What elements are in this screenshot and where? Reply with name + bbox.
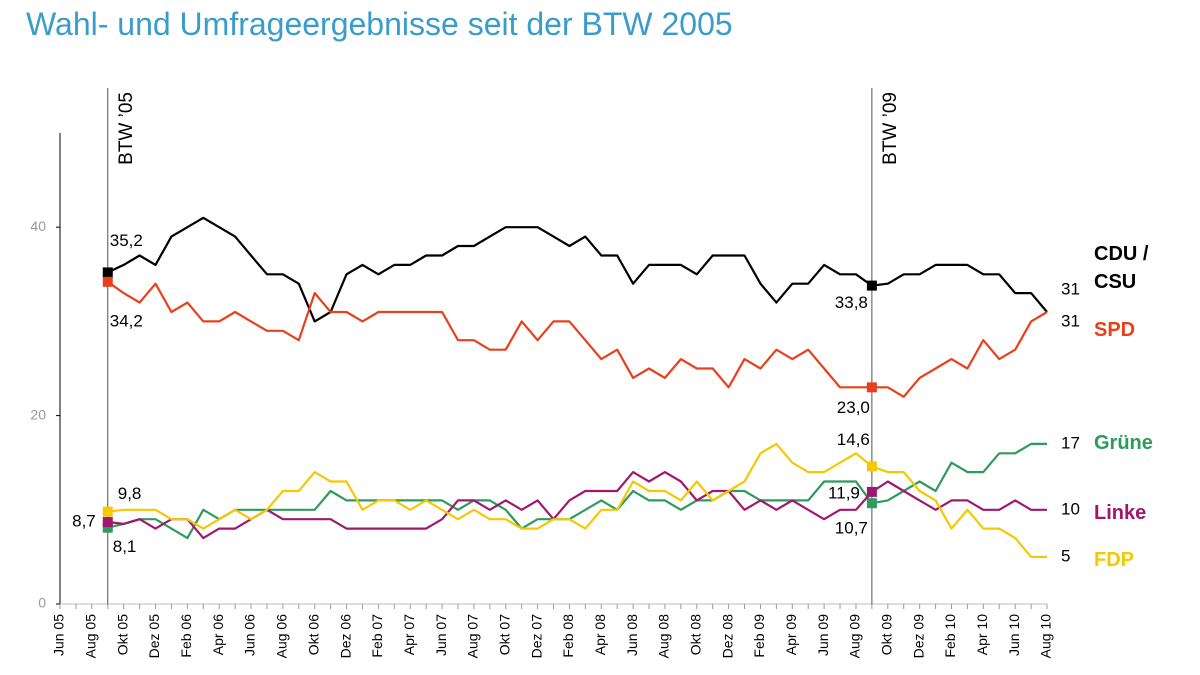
value-label: 10,7 <box>835 519 868 538</box>
y-tick-label: 0 <box>38 595 46 611</box>
x-tick-label: Jun 08 <box>624 614 640 656</box>
value-label: 5 <box>1061 546 1070 565</box>
x-tick-label: Okt 06 <box>305 614 321 655</box>
legend-label: SPD <box>1094 319 1136 341</box>
x-tick-label: Apr 08 <box>592 614 608 655</box>
x-tick-label: Feb 10 <box>942 614 958 658</box>
x-tick-label: Dez 06 <box>337 614 353 659</box>
legend-label: CDU / CSU <box>1094 243 1149 293</box>
x-tick-label: Apr 10 <box>974 614 990 655</box>
event-label: BTW ’09 <box>880 92 901 165</box>
point-marker <box>866 382 877 393</box>
x-tick-label: Aug 07 <box>465 614 481 659</box>
value-label: 33,8 <box>835 293 868 312</box>
series-line <box>107 280 1048 398</box>
x-tick-label: Feb 06 <box>178 614 194 658</box>
x-tick-label: Okt 05 <box>114 614 130 655</box>
x-tick-label: Jun 10 <box>1006 614 1022 656</box>
value-label: 23,0 <box>837 398 870 417</box>
point-marker <box>866 486 877 497</box>
x-tick-label: Feb 09 <box>751 614 767 658</box>
value-label: 35,2 <box>110 231 143 250</box>
event-label: BTW ’05 <box>116 92 137 165</box>
value-label: 34,2 <box>110 311 143 330</box>
x-tick-label: Aug 10 <box>1038 614 1054 659</box>
x-tick-label: Feb 08 <box>560 614 576 658</box>
x-tick-label: Dez 05 <box>146 614 162 659</box>
x-tick-label: Dez 09 <box>910 614 926 659</box>
series-line <box>107 471 1047 540</box>
series-line <box>107 442 1047 558</box>
legend-label: FDP <box>1094 549 1134 571</box>
x-tick-label: Apr 09 <box>783 614 799 655</box>
x-tick-label: Aug 05 <box>83 614 99 659</box>
value-label: 31 <box>1061 311 1080 330</box>
x-tick-label: Jun 09 <box>815 614 831 656</box>
point-marker <box>866 498 877 509</box>
x-tick-label: Jun 07 <box>433 614 449 656</box>
point-marker <box>866 280 877 291</box>
point-marker <box>102 517 113 528</box>
x-tick-label: Apr 07 <box>401 614 417 655</box>
value-label: 31 <box>1061 279 1080 298</box>
x-tick-label: Feb 07 <box>369 614 385 658</box>
point-marker <box>102 506 113 517</box>
x-tick-label: Jun 06 <box>242 614 258 656</box>
x-tick-label: Okt 08 <box>687 614 703 655</box>
y-tick-label: 40 <box>30 218 46 234</box>
point-marker <box>866 461 877 472</box>
point-marker <box>102 276 113 287</box>
legend-label: Grüne <box>1094 432 1153 454</box>
value-label: 10 <box>1061 499 1080 518</box>
x-tick-label: Dez 07 <box>528 614 544 659</box>
x-tick-label: Okt 09 <box>879 614 895 655</box>
x-tick-label: Okt 07 <box>496 614 512 655</box>
x-tick-label: Aug 08 <box>656 614 672 659</box>
chart-title: Wahl- und Umfrageergebnisse seit der BTW… <box>26 6 733 42</box>
value-label: 17 <box>1061 433 1080 452</box>
point-marker <box>102 267 113 278</box>
x-tick-label: Dez 08 <box>719 614 735 659</box>
legend-label: Linke <box>1094 502 1147 524</box>
value-label: 9,8 <box>118 484 142 503</box>
x-tick-label: Aug 09 <box>847 614 863 659</box>
value-label: 8,7 <box>72 512 96 531</box>
x-tick-label: Aug 06 <box>274 614 290 659</box>
point-marker <box>102 522 113 533</box>
x-tick-label: Apr 06 <box>210 614 226 655</box>
value-label: 14,6 <box>837 430 870 449</box>
y-tick-label: 20 <box>30 406 46 422</box>
series-line <box>107 442 1047 540</box>
value-label: 8,1 <box>113 537 137 556</box>
value-label: 11,9 <box>828 483 860 502</box>
series-line <box>107 216 1048 323</box>
x-tick-label: Jun 05 <box>51 614 67 656</box>
